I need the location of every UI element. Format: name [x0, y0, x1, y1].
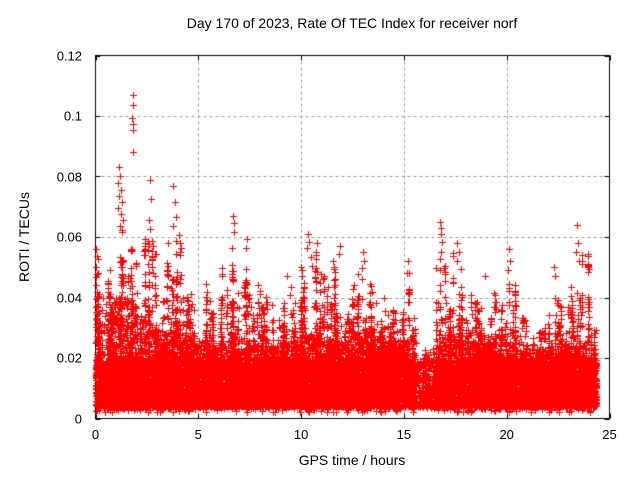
- y-tick-label: 0: [74, 411, 82, 426]
- y-tick-label: 0.04: [56, 290, 82, 305]
- y-axis-label: ROTI / TECUs: [16, 192, 32, 282]
- x-tick-label: 25: [602, 427, 617, 442]
- y-tick-label: 0.12: [56, 48, 82, 63]
- x-tick-label: 5: [194, 427, 202, 442]
- y-tick-label: 0.02: [56, 350, 82, 366]
- y-tick-label: 0.1: [63, 108, 82, 124]
- x-tick-label: 15: [396, 427, 412, 442]
- x-tick-label: 20: [499, 427, 514, 442]
- chart-title: Day 170 of 2023, Rate Of TEC Index for r…: [186, 15, 518, 31]
- y-tick-label: 0.06: [56, 229, 82, 245]
- x-axis-label: GPS time / hours: [298, 452, 406, 468]
- x-tick-label: 10: [293, 427, 309, 442]
- x-tick-label: 0: [91, 427, 100, 442]
- y-tick-label: 0.08: [56, 169, 82, 184]
